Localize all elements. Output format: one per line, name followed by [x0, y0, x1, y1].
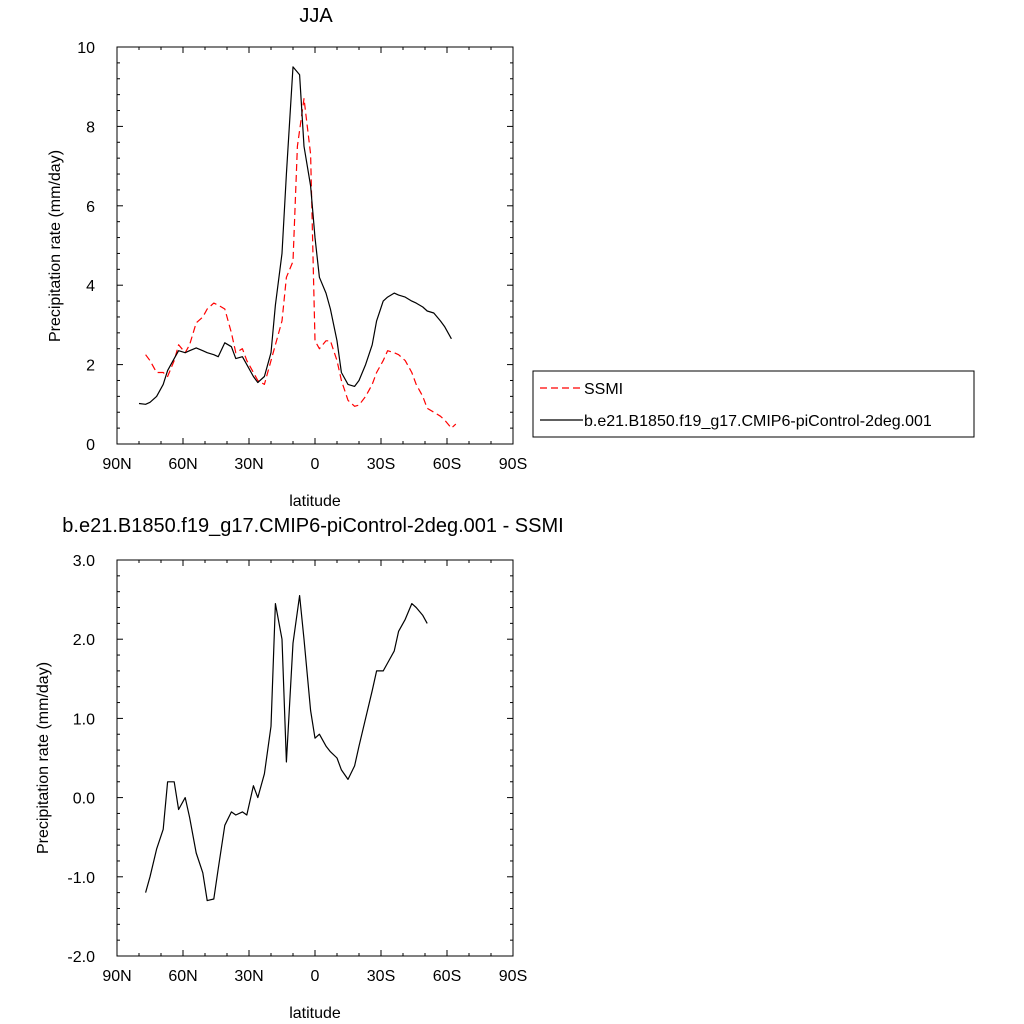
- x-tick-label: 30S: [367, 968, 395, 985]
- panel-difference: b.e21.B1850.f19_g17.CMIP6-piControl-2deg…: [35, 515, 564, 1022]
- x-tick-label: 90S: [499, 968, 527, 985]
- panel-jja: JJA 90N 60N 30N 0 30S 60S 90S 0 2 4 6 8 10 latitude…: [47, 5, 975, 510]
- legend-box: [532, 370, 975, 438]
- y-tick-label: 0: [86, 437, 95, 454]
- y-tick-label: 0.0: [73, 791, 95, 808]
- legend-label-ssmi: SSMI: [584, 381, 623, 398]
- series-line-difference: [145, 594, 428, 902]
- plot-frame: [116, 559, 514, 957]
- y-tick-labels: 0 2 4 6 8 10: [77, 40, 95, 454]
- axis-ticks: [116, 559, 514, 957]
- legend: SSMI b.e21.B1850.f19_g17.CMIP6-piControl…: [532, 370, 975, 438]
- x-tick-label: 0: [311, 456, 320, 473]
- x-tick-labels: 90N 60N 30N 0 30S 60S 90S: [102, 968, 527, 985]
- y-tick-label: -1.0: [67, 870, 95, 887]
- y-axis-label: Precipitation rate (mm/day): [47, 150, 64, 342]
- y-axis-label: Precipitation rate (mm/day): [35, 662, 52, 854]
- y-tick-label: 3.0: [73, 553, 95, 570]
- plot-frame: [116, 46, 514, 445]
- x-tick-label: 90N: [102, 456, 131, 473]
- series-line-ssmi: [145, 97, 457, 429]
- x-tick-label: 90N: [102, 968, 131, 985]
- y-tick-label: 2: [86, 358, 95, 375]
- series-line-model: [138, 66, 452, 405]
- y-tick-label: 2.0: [73, 632, 95, 649]
- x-tick-label: 30N: [234, 456, 263, 473]
- x-axis-label: latitude: [289, 1005, 341, 1022]
- x-tick-label: 30N: [234, 968, 263, 985]
- y-tick-label: 10: [77, 40, 95, 57]
- x-tick-label: 60S: [433, 456, 461, 473]
- series-group: [138, 66, 457, 429]
- x-tick-label: 30S: [367, 456, 395, 473]
- x-tick-label: 60N: [168, 968, 197, 985]
- y-tick-label: 8: [86, 119, 95, 136]
- chart-title: JJA: [299, 5, 333, 27]
- x-axis-label: latitude: [289, 493, 341, 510]
- x-tick-labels: 90N 60N 30N 0 30S 60S 90S: [102, 456, 527, 473]
- x-tick-label: 60S: [433, 968, 461, 985]
- y-tick-label: -2.0: [67, 949, 95, 966]
- x-tick-label: 0: [311, 968, 320, 985]
- y-tick-label: 6: [86, 199, 95, 216]
- series-group: [145, 594, 428, 902]
- x-tick-label: 90S: [499, 456, 527, 473]
- y-tick-labels: -2.0 -1.0 0.0 1.0 2.0 3.0: [67, 553, 95, 966]
- x-tick-label: 60N: [168, 456, 197, 473]
- legend-label-model: b.e21.B1850.f19_g17.CMIP6-piControl-2deg…: [584, 413, 932, 430]
- axis-ticks: [116, 46, 514, 445]
- y-tick-label: 1.0: [73, 711, 95, 728]
- chart-title: b.e21.B1850.f19_g17.CMIP6-piControl-2deg…: [62, 515, 563, 537]
- y-tick-label: 4: [86, 278, 95, 295]
